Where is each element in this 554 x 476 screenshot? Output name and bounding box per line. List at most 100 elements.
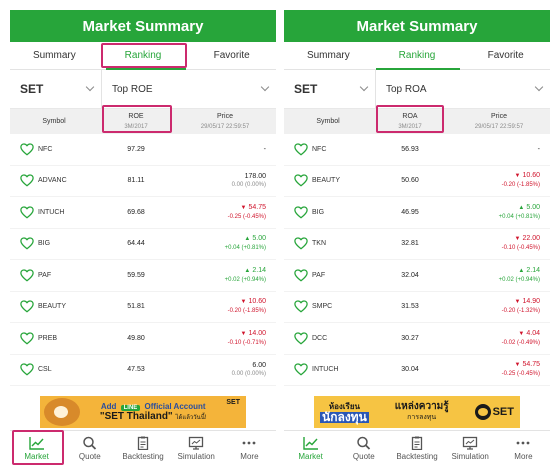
nav-item-more[interactable]: More xyxy=(223,431,276,466)
nav-item-backtesting[interactable]: Backtesting xyxy=(116,431,169,466)
column-header-roe[interactable]: ROE 3M/2017 xyxy=(98,112,174,132)
triangle-up-icon: ▲ xyxy=(244,236,251,243)
column-header-symbol: Symbol xyxy=(316,118,340,125)
table-row[interactable]: NFC 56.93 - xyxy=(284,134,550,166)
table-row[interactable]: DCC 30.27 ▼ 4.04 -0.02 (-0.49%) xyxy=(284,323,550,355)
ranking-screen-roe: Market Summary Summary Ranking Favorite … xyxy=(10,10,276,466)
favorite-heart-icon[interactable] xyxy=(294,363,308,376)
nav-item-market[interactable]: Market xyxy=(10,431,63,466)
triangle-down-icon: ▼ xyxy=(514,362,521,369)
tab-bar: Summary Ranking Favorite xyxy=(284,42,550,70)
price-change: 0.00 (0.00%) xyxy=(231,370,266,377)
tab-favorite[interactable]: Favorite xyxy=(487,50,524,61)
app-header: Market Summary xyxy=(284,10,550,42)
table-row[interactable]: INTUCH 69.68 ▼ 54.75 -0.25 (-0.45%) xyxy=(10,197,276,229)
table-row[interactable]: PREB 49.80 ▼ 14.00 -0.10 (-0.71%) xyxy=(10,323,276,355)
table-row[interactable]: BIG 64.44 ▲ 5.00 +0.04 (+0.81%) xyxy=(10,229,276,260)
table-row[interactable]: CSL 47.53 6.00 0.00 (0.00%) xyxy=(10,355,276,386)
row-symbol-cell: SMPC xyxy=(284,300,372,313)
column-header-roe-label: ROE xyxy=(128,112,144,120)
last-price: 5.00 xyxy=(252,235,266,243)
table-row[interactable]: INTUCH 30.04 ▼ 54.75 -0.25 (-0.45%) xyxy=(284,355,550,386)
tab-summary[interactable]: Summary xyxy=(32,50,76,61)
last-price: 5.00 xyxy=(526,203,540,211)
triangle-down-icon: ▼ xyxy=(240,330,247,337)
metric-value: 32.81 xyxy=(401,240,419,248)
favorite-heart-icon[interactable] xyxy=(294,143,308,156)
nav-item-simulation[interactable]: Simulation xyxy=(170,431,223,466)
tab-ranking[interactable]: Ranking xyxy=(398,50,436,61)
price-cell: ▼ 22.00 -0.10 (-0.45%) xyxy=(448,234,550,253)
promo-banner-investor-classroom[interactable]: ห้องเรียน นักลงทุน แหล่งความรู้ การลงทุน… xyxy=(314,396,520,428)
line-logo-icon: LINE xyxy=(120,405,141,411)
row-symbol-cell: DCC xyxy=(284,332,372,345)
selector-bar: SET Top ROA xyxy=(284,70,550,109)
price-cell: ▲ 2.14 +0.02 (+0.94%) xyxy=(174,266,276,285)
column-header-price: Price 29/05/17 22:59:57 xyxy=(174,112,276,132)
table-row[interactable]: TKN 32.81 ▼ 22.00 -0.10 (-0.45%) xyxy=(284,229,550,260)
favorite-heart-icon[interactable] xyxy=(20,206,34,219)
table-row[interactable]: PAF 32.04 ▲ 2.14 +0.02 (+0.94%) xyxy=(284,260,550,292)
chevron-down-icon xyxy=(534,82,544,92)
row-symbol-cell: PAF xyxy=(10,269,98,282)
stock-symbol: BIG xyxy=(312,208,325,216)
stock-symbol: NFC xyxy=(312,145,327,153)
favorite-heart-icon[interactable] xyxy=(20,237,34,250)
table-row[interactable]: NFC 97.29 - xyxy=(10,134,276,166)
price-cell: 6.00 0.00 (0.00%) xyxy=(174,361,276,379)
favorite-heart-icon[interactable] xyxy=(20,332,34,345)
favorite-heart-icon[interactable] xyxy=(294,300,308,313)
tab-favorite[interactable]: Favorite xyxy=(213,50,250,61)
set-logo-icon xyxy=(474,404,491,420)
nav-item-more[interactable]: More xyxy=(497,431,550,466)
table-row[interactable]: ADVANC 81.11 178.00 0.00 (0.00%) xyxy=(10,166,276,197)
triangle-down-icon: ▼ xyxy=(240,204,247,211)
nav-item-market[interactable]: Market xyxy=(284,431,337,466)
favorite-heart-icon[interactable] xyxy=(20,363,34,376)
nav-item-quote[interactable]: Quote xyxy=(63,431,116,466)
table-row[interactable]: SMPC 31.53 ▼ 14.90 -0.20 (-1.32%) xyxy=(284,292,550,323)
nav-item-backtesting[interactable]: Backtesting xyxy=(390,431,443,466)
table-row[interactable]: BEAUTY 50.60 ▼ 10.60 -0.20 (-1.85%) xyxy=(284,166,550,197)
favorite-heart-icon[interactable] xyxy=(294,269,308,282)
nav-item-label: Quote xyxy=(78,452,101,461)
mascot-icon xyxy=(44,398,80,426)
ranking-criteria-dropdown[interactable]: Top ROE xyxy=(102,70,276,108)
market-dropdown-value: SET xyxy=(20,82,44,96)
favorite-heart-icon[interactable] xyxy=(294,237,308,250)
banner-set-thailand-text: "SET Thailand" xyxy=(99,411,173,422)
favorite-heart-icon[interactable] xyxy=(20,269,34,282)
table-row[interactable]: BIG 46.95 ▲ 5.00 +0.04 (+0.81%) xyxy=(284,197,550,229)
favorite-heart-icon[interactable] xyxy=(294,206,308,219)
favorite-heart-icon[interactable] xyxy=(294,174,308,187)
last-price: 54.75 xyxy=(522,361,540,369)
promo-banner-line-official[interactable]: Add LINE Official Account "SET Thailand"… xyxy=(40,396,246,428)
table-row[interactable]: BEAUTY 51.81 ▼ 10.60 -0.20 (-1.85%) xyxy=(10,292,276,323)
market-dropdown[interactable]: SET xyxy=(284,70,376,108)
ranking-criteria-dropdown[interactable]: Top ROA xyxy=(376,70,550,108)
metric-value: 81.11 xyxy=(127,177,145,185)
tab-ranking[interactable]: Ranking xyxy=(124,50,162,61)
table-row[interactable]: PAF 59.59 ▲ 2.14 +0.02 (+0.94%) xyxy=(10,260,276,292)
table-header: Symbol ROE 3M/2017 Price 29/05/17 22:59:… xyxy=(10,105,276,134)
column-header-price-label: Price xyxy=(491,112,507,120)
nav-item-quote[interactable]: Quote xyxy=(337,431,390,466)
nav-item-label: More xyxy=(240,452,259,461)
favorite-heart-icon[interactable] xyxy=(294,332,308,345)
column-header-price: Price 29/05/17 22:59:57 xyxy=(448,112,550,132)
metric-value: 56.93 xyxy=(401,145,419,153)
favorite-heart-icon[interactable] xyxy=(20,143,34,156)
search-icon xyxy=(356,436,372,452)
triangle-down-icon: ▼ xyxy=(514,173,521,180)
market-dropdown[interactable]: SET xyxy=(10,70,102,108)
metric-value: 97.29 xyxy=(127,145,145,153)
monitor-icon xyxy=(462,436,478,452)
favorite-heart-icon[interactable] xyxy=(20,174,34,187)
column-header-roa[interactable]: ROA 3M/2017 xyxy=(372,112,448,132)
favorite-heart-icon[interactable] xyxy=(20,300,34,313)
price-cell: 178.00 0.00 (0.00%) xyxy=(174,172,276,190)
tab-summary[interactable]: Summary xyxy=(306,50,350,61)
metric-value: 51.81 xyxy=(127,303,145,311)
nav-item-simulation[interactable]: Simulation xyxy=(444,431,497,466)
more-icon xyxy=(241,436,257,452)
